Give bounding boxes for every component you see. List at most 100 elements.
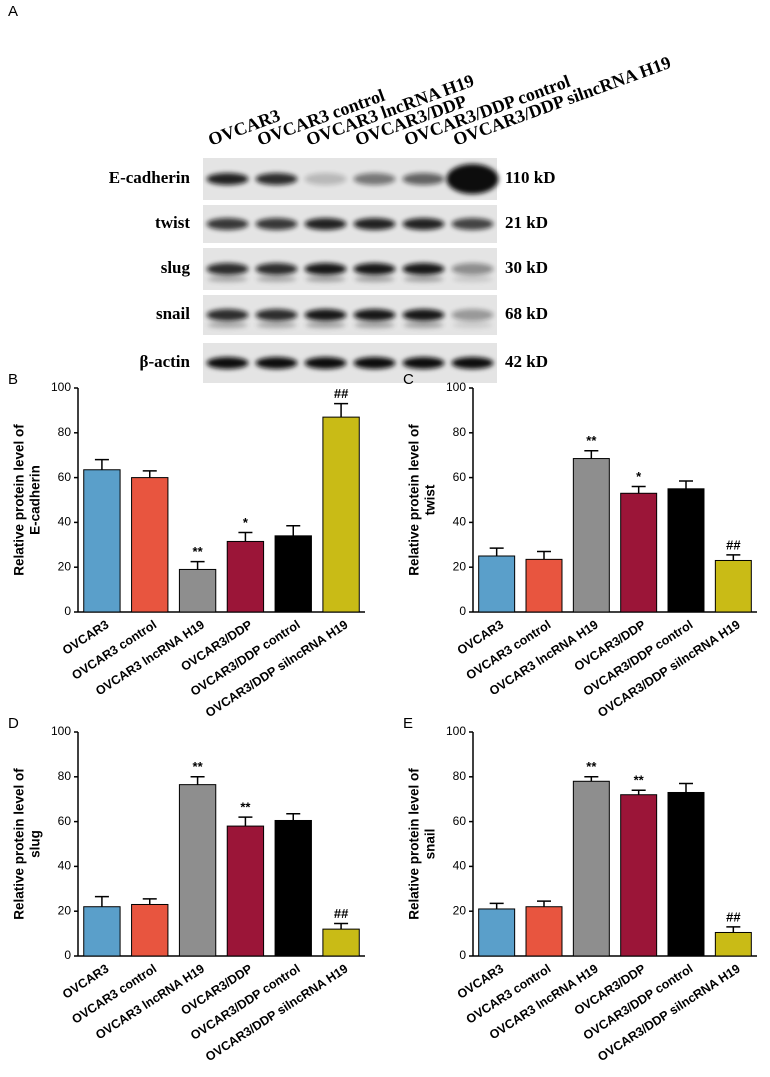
band	[402, 357, 445, 369]
error-bar	[334, 922, 349, 930]
size-label: 42 kD	[505, 352, 548, 371]
bar	[714, 931, 752, 957]
bar	[178, 784, 217, 957]
bar	[322, 928, 360, 957]
blot-strip	[203, 205, 497, 243]
band	[354, 276, 395, 282]
band	[304, 357, 347, 369]
band	[353, 357, 396, 369]
band	[451, 309, 494, 321]
error-bar	[726, 926, 741, 933]
blot-strip	[203, 343, 497, 383]
band	[304, 263, 347, 275]
y-tick-label: 20	[453, 559, 467, 573]
y-tick-label: 60	[453, 814, 467, 828]
band	[256, 322, 297, 328]
significance: **	[586, 759, 597, 774]
panel-label: B	[8, 371, 18, 388]
significance: **	[193, 759, 204, 774]
band	[207, 276, 248, 282]
band	[304, 173, 347, 185]
y-tick-label: 0	[459, 948, 466, 962]
y-axis-label: slug	[28, 830, 43, 858]
y-tick-label: 20	[58, 903, 72, 917]
band	[206, 263, 249, 275]
y-tick-label: 0	[64, 604, 71, 618]
y-tick-label: 60	[58, 470, 72, 484]
bar	[131, 903, 169, 957]
y-tick-label: 80	[453, 425, 467, 439]
error-bar	[142, 898, 157, 905]
bar	[572, 458, 610, 613]
band	[206, 309, 249, 321]
protein-label: slug	[161, 258, 191, 277]
bar	[572, 780, 610, 957]
y-tick-label: 80	[58, 425, 72, 439]
error-bar	[584, 449, 599, 459]
bar	[274, 535, 312, 613]
error-bar	[489, 902, 504, 909]
error-bar	[631, 485, 646, 494]
y-tick-label: 40	[58, 859, 72, 873]
error-bar	[584, 776, 599, 782]
band	[353, 173, 396, 185]
y-axis-label: Relative protein level of	[407, 768, 422, 920]
band	[451, 263, 494, 275]
band	[255, 309, 298, 321]
bar	[714, 559, 752, 613]
bar	[525, 558, 563, 613]
y-tick-label: 20	[58, 559, 72, 573]
y-tick-label: 60	[58, 814, 72, 828]
band	[255, 218, 298, 230]
band	[353, 218, 396, 230]
bar	[274, 819, 312, 957]
y-axis-label: Relative protein level of	[12, 768, 27, 920]
y-tick-label: 40	[58, 515, 72, 529]
error-bar	[631, 789, 646, 795]
band	[206, 218, 249, 230]
band	[255, 263, 298, 275]
y-tick-label: 40	[453, 859, 467, 873]
error-bar	[679, 782, 693, 793]
error-bar	[537, 550, 551, 560]
y-tick-label: 80	[453, 769, 467, 783]
y-tick-label: 0	[64, 948, 71, 962]
band	[304, 218, 347, 230]
y-tick-label: 100	[51, 380, 71, 394]
significance: **	[240, 800, 251, 815]
panel-label: A	[8, 3, 18, 20]
panel-label: E	[403, 715, 413, 732]
blot-strip	[203, 295, 497, 335]
bar	[525, 906, 563, 957]
error-bar	[726, 554, 741, 561]
y-tick-label: 40	[453, 515, 467, 529]
y-axis-label: snail	[423, 829, 438, 860]
y-tick-label: 100	[446, 380, 466, 394]
error-bar	[286, 525, 301, 536]
significance: ##	[726, 909, 741, 924]
y-axis-label: twist	[423, 484, 438, 515]
band	[402, 309, 445, 321]
bar	[620, 492, 658, 613]
band	[402, 263, 445, 275]
error-bar	[142, 470, 157, 478]
band	[402, 218, 445, 230]
error-bar	[190, 776, 205, 785]
y-tick-label: 100	[51, 724, 71, 738]
y-tick-label: 20	[453, 903, 467, 917]
size-label: 30 kD	[505, 258, 548, 277]
size-label: 110 kD	[505, 168, 556, 187]
y-axis-label: E-cadherin	[28, 465, 43, 535]
error-bar	[190, 560, 205, 570]
panel-label: D	[8, 715, 19, 732]
bar	[667, 791, 705, 957]
size-label: 21 kD	[505, 213, 548, 232]
significance: ##	[726, 537, 741, 552]
y-tick-label: 60	[453, 470, 467, 484]
error-bar	[286, 813, 301, 821]
y-tick-label: 0	[459, 604, 466, 618]
band	[304, 309, 347, 321]
significance: **	[193, 544, 204, 559]
bar	[83, 469, 121, 613]
